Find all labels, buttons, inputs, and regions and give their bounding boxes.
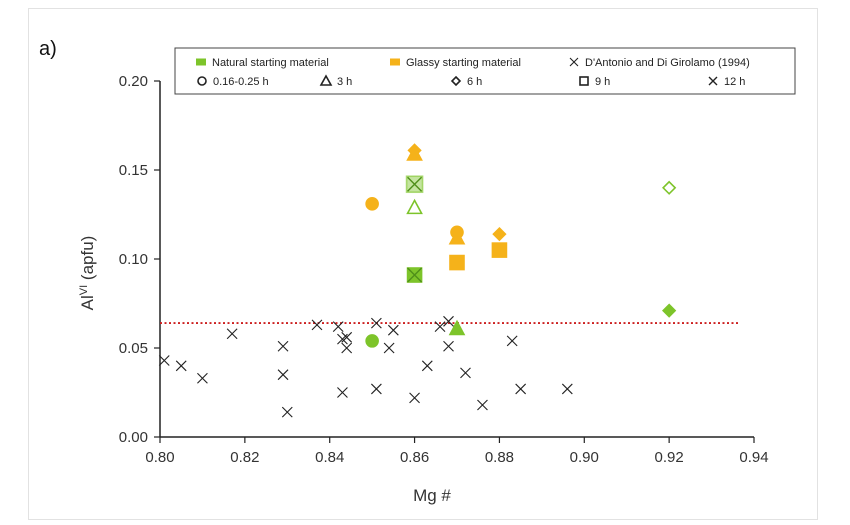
- legend-box: [174, 47, 796, 95]
- natural-diamond-point: [662, 180, 677, 195]
- natural-circle-point: [365, 334, 379, 348]
- scatter-plot: a) Natural starting material Glassy start…: [39, 38, 796, 505]
- reference-point: [226, 328, 238, 340]
- y-axis-label-base: Al: [78, 295, 97, 310]
- reference-point: [341, 331, 353, 343]
- glassy-diamond-point: [492, 226, 507, 242]
- figure-frame: a) Natural starting material Glassy start…: [28, 8, 818, 520]
- legend-row-durations: 0.16-0.25 h 3 h 6 h 9 h 12 h: [197, 74, 745, 88]
- glassy-triangle-point: [406, 145, 423, 161]
- y-tick-label: 0.15: [119, 162, 148, 179]
- reference-point: [443, 340, 454, 352]
- reference-point: [434, 321, 446, 333]
- glassy-triangle-point: [448, 228, 466, 245]
- x-tick-label: 0.82: [230, 449, 259, 466]
- legend-entry-label: 0.16-0.25 h: [213, 76, 269, 88]
- natural-triangle-point: [448, 319, 466, 336]
- axes: 0.80 0.82 0.84 0.86 0.88 0.90 0.92 0.94 0.00 0.05…: [119, 73, 769, 466]
- x-tick-label: 0.92: [655, 449, 684, 466]
- reference-point: [337, 387, 348, 398]
- legend-marker-cross: [708, 76, 718, 86]
- legend-entry-label: Glassy starting material: [406, 57, 521, 69]
- reference-point: [421, 360, 433, 372]
- legend-marker-circle: [197, 76, 207, 86]
- legend-row-materials: Natural starting material Glassy starting…: [196, 57, 750, 69]
- reference-point: [341, 342, 353, 354]
- x-tick-label: 0.88: [485, 449, 514, 466]
- legend: Natural starting material Glassy starting…: [174, 47, 796, 95]
- reference-point: [409, 392, 420, 404]
- x-tick-label: 0.86: [400, 449, 429, 466]
- natural-triangle-point: [406, 198, 423, 215]
- x-tick-label: 0.84: [315, 449, 344, 466]
- legend-entry-label: Natural starting material: [212, 57, 329, 69]
- natural-diamond-point: [662, 303, 677, 318]
- x-tick-label: 0.90: [570, 449, 599, 466]
- legend-marker-reference: [569, 57, 579, 67]
- y-axis-label-superscript: VI: [78, 285, 90, 295]
- legend-entry-label: 12 h: [724, 76, 745, 88]
- y-axis-label: AlVI (apfu): [78, 236, 97, 311]
- reference-point: [277, 369, 289, 381]
- glassy-square-point: [491, 242, 508, 258]
- reference-point: [477, 399, 488, 411]
- glassy-square-point: [449, 254, 465, 271]
- natural-cross-point: [407, 267, 423, 283]
- reference-point: [281, 406, 293, 418]
- legend-marker-square: [579, 76, 589, 86]
- x-tick-label: 0.80: [145, 449, 174, 466]
- y-tick-label: 0.00: [119, 429, 148, 446]
- x-tick-label: 0.94: [739, 449, 768, 466]
- x-axis-label: Mg #: [413, 486, 451, 505]
- reference-point: [175, 360, 187, 372]
- natural-cross-point: [407, 176, 423, 192]
- y-tick-label: 0.05: [119, 340, 148, 357]
- data-points: [158, 143, 677, 418]
- reference-point: [158, 355, 170, 366]
- legend-marker-material: [390, 58, 400, 66]
- reference-point: [460, 367, 471, 379]
- reference-point: [370, 383, 382, 395]
- reference-point: [311, 319, 323, 331]
- reference-point: [383, 342, 395, 354]
- reference-point: [561, 383, 573, 395]
- y-tick-label: 0.10: [119, 251, 148, 268]
- legend-marker-triangle: [319, 74, 333, 86]
- legend-marker-material: [196, 58, 206, 66]
- reference-point: [515, 383, 527, 395]
- panel-label: a): [39, 38, 57, 60]
- legend-entry-label: 6 h: [467, 76, 482, 88]
- legend-entry-label: 3 h: [337, 76, 352, 88]
- reference-point: [332, 321, 344, 333]
- y-axis-label-unit: (apfu): [78, 236, 97, 285]
- legend-entry-label: 9 h: [595, 76, 610, 88]
- legend-entry-label: D'Antonio and Di Girolamo (1994): [585, 57, 750, 69]
- reference-point: [443, 315, 454, 327]
- reference-point: [277, 340, 289, 352]
- reference-point: [337, 333, 348, 345]
- glassy-circle-point: [365, 197, 379, 211]
- reference-point: [387, 324, 399, 336]
- reference-point: [506, 335, 518, 347]
- reference-point: [370, 317, 382, 329]
- legend-marker-diamond: [450, 75, 462, 87]
- y-tick-label: 0.20: [119, 73, 148, 90]
- reference-point: [197, 372, 208, 384]
